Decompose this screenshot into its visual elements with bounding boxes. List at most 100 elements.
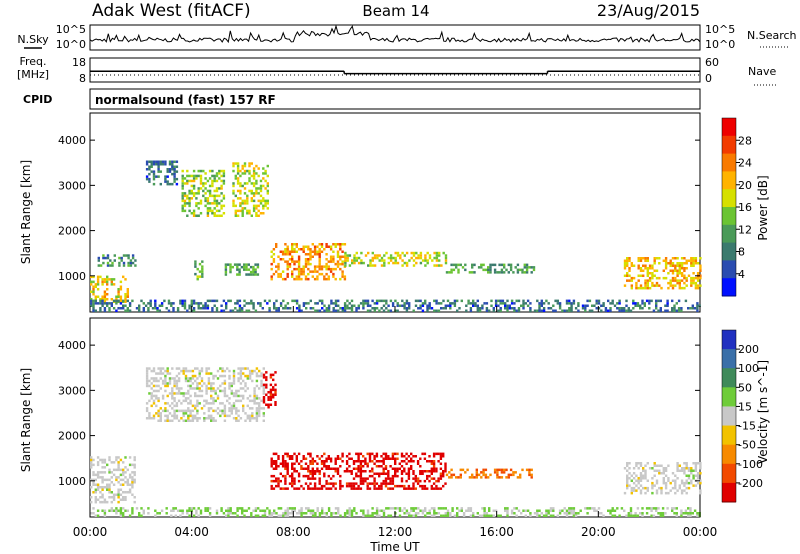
echo-cell: [218, 172, 221, 175]
echo-cell: [274, 403, 277, 406]
echo-cell: [154, 304, 157, 307]
echo-cell: [230, 412, 233, 415]
echo-cell: [270, 484, 273, 488]
echo-cell: [94, 500, 97, 504]
echo-cell: [262, 398, 266, 401]
echo-cell: [300, 309, 303, 312]
echo-cell: [662, 259, 665, 262]
echo-cell: [680, 272, 684, 275]
echo-cell: [246, 414, 249, 418]
echo-cell: [676, 469, 679, 472]
echo-cell: [675, 309, 678, 312]
echo-cell: [270, 487, 273, 490]
noise-left-tick-bottom: 10^0: [56, 38, 86, 51]
echo-cell: [683, 462, 686, 465]
echo-cell: [161, 397, 165, 400]
echo-cell: [323, 304, 326, 307]
echo-cell: [177, 409, 181, 413]
noise-left-label: N.Sky: [17, 33, 49, 46]
echo-cell: [266, 174, 269, 178]
echo-cell: [134, 264, 137, 267]
echo-cell: [364, 470, 367, 473]
echo-cell: [171, 367, 174, 370]
echo-cell: [642, 467, 645, 470]
echo-cell: [433, 309, 436, 312]
echo-cell: [634, 302, 637, 305]
echo-cell: [357, 465, 360, 468]
echo-cell: [127, 256, 130, 260]
echo-cell: [194, 272, 197, 276]
echo-cell: [478, 514, 482, 517]
echo-cell: [309, 462, 312, 465]
echo-cell: [410, 452, 413, 456]
echo-cell: [282, 512, 285, 515]
echo-cell: [674, 481, 677, 485]
echo-cell: [279, 479, 282, 483]
echo-cell: [345, 484, 349, 488]
echo-cell: [430, 514, 434, 517]
echo-cell: [685, 486, 688, 490]
echo-cell: [329, 245, 333, 248]
echo-cell: [332, 307, 335, 310]
echo-cell: [355, 512, 358, 515]
echo-cell: [400, 472, 404, 475]
echo-cell: [407, 472, 411, 475]
echo-cell: [389, 259, 393, 262]
echo-cell: [148, 384, 151, 388]
echo-cell: [655, 491, 659, 495]
echo-cell: [171, 165, 174, 168]
echo-cell: [336, 457, 340, 460]
echo-cell: [225, 304, 228, 307]
echo-cell: [126, 509, 129, 512]
colorbar-tick-label-2: 20: [738, 179, 752, 192]
echo-cell: [636, 302, 640, 305]
echo-cell: [661, 512, 665, 515]
colorbar-swatch-9: [722, 278, 736, 297]
echo-cell: [512, 471, 515, 474]
echo-cell: [676, 489, 679, 492]
echo-cell: [274, 383, 277, 387]
y-tick-label-2: 3000: [58, 384, 86, 397]
echo-cell: [510, 509, 514, 512]
echo-cell: [171, 392, 174, 395]
echo-cell: [526, 304, 530, 307]
echo-cell: [145, 374, 149, 378]
echo-cell: [514, 266, 517, 269]
echo-cell: [307, 248, 310, 251]
echo-cell: [651, 281, 654, 285]
echo-cell: [316, 309, 319, 312]
echo-cell: [382, 299, 386, 303]
echo-cell: [160, 302, 164, 305]
echo-cell: [507, 473, 510, 477]
echo-cell: [653, 274, 656, 277]
echo-cell: [368, 487, 372, 490]
echo-cell: [442, 474, 445, 478]
echo-cell: [175, 160, 179, 163]
echo-cell: [197, 174, 200, 178]
echo-cell: [465, 309, 468, 312]
echo-cell: [332, 302, 335, 305]
echo-cell: [642, 269, 645, 272]
echo-cell: [530, 468, 533, 472]
echo-cell: [445, 473, 449, 477]
echo-cell: [637, 279, 640, 282]
echo-cell: [155, 412, 158, 415]
echo-cell: [678, 469, 681, 472]
echo-cell: [323, 248, 326, 251]
echo-cell: [112, 299, 116, 303]
echo-cell: [242, 404, 245, 408]
echo-cell: [297, 262, 301, 266]
echo-cell: [467, 509, 470, 512]
echo-cell: [662, 479, 665, 482]
echo-cell: [449, 307, 452, 310]
echo-cell: [168, 182, 172, 186]
echo-cell: [626, 486, 629, 490]
echo-cell: [320, 484, 324, 488]
echo-cell: [323, 277, 326, 281]
echo-cell: [360, 261, 363, 265]
echo-cell: [236, 273, 239, 276]
echo-cell: [505, 476, 508, 479]
echo-cell: [245, 302, 248, 305]
echo-cell: [293, 277, 296, 281]
echo-cell: [341, 243, 344, 246]
